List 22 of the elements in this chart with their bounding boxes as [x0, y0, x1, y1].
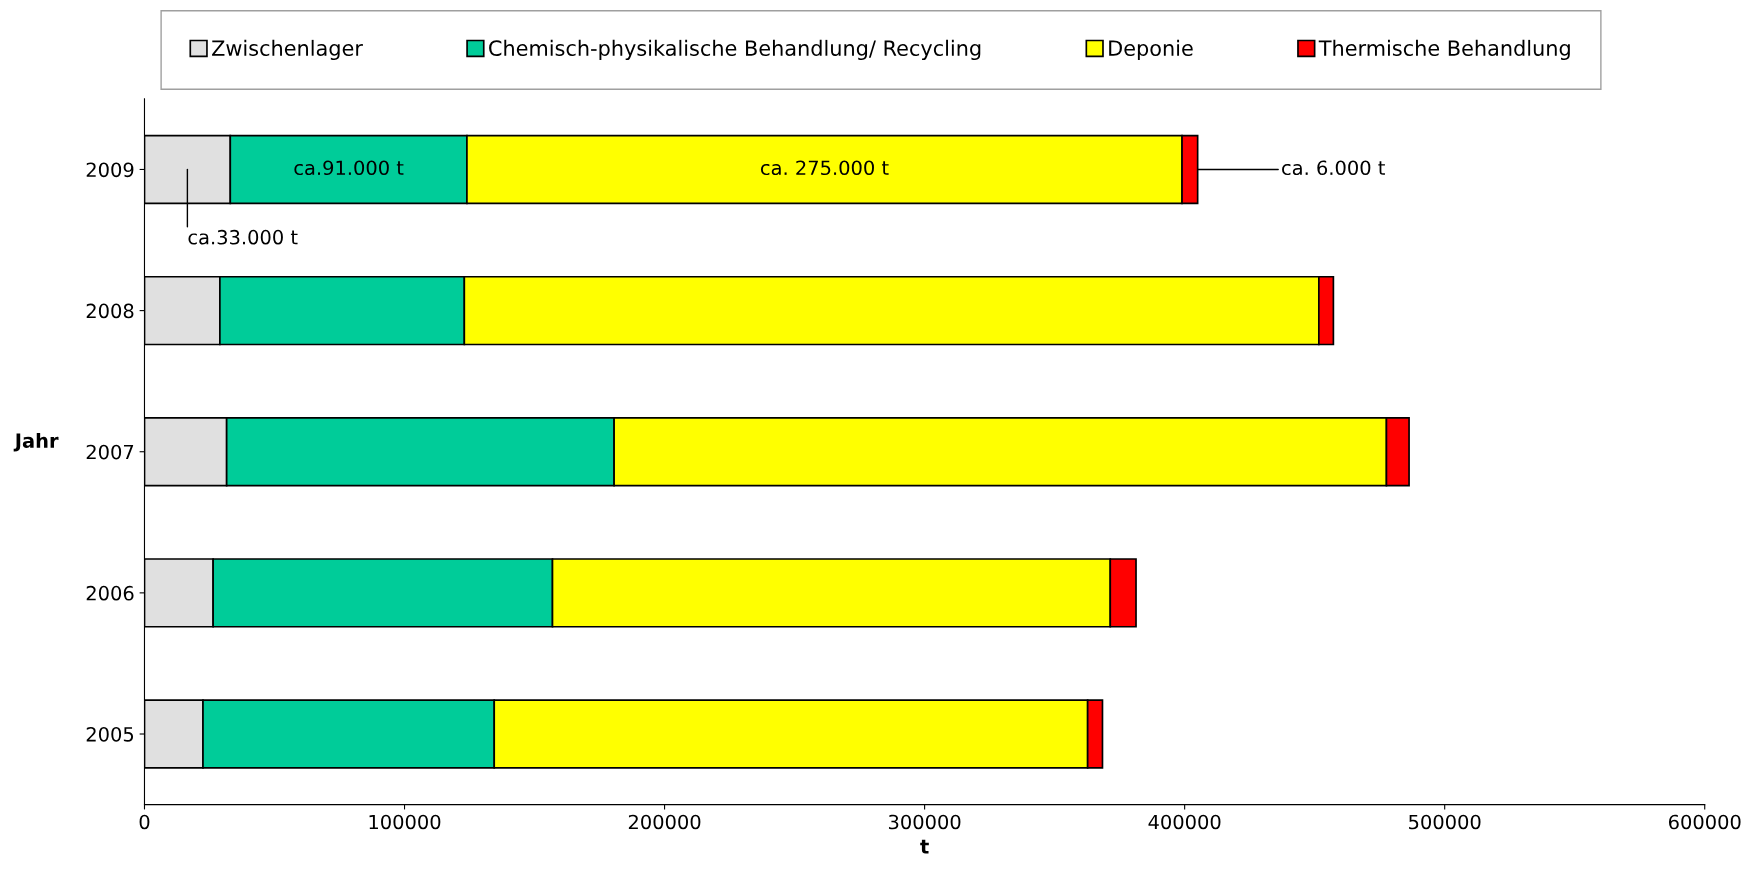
legend-label: Zwischenlager	[212, 39, 363, 61]
x-tick-label: 200000	[628, 814, 701, 830]
x-tick-label: 500000	[1409, 814, 1481, 830]
x-tick-label: 400000	[1148, 814, 1221, 830]
y-tick-label: 2008	[86, 303, 134, 319]
x-tick-label: 600000	[1668, 814, 1741, 830]
legend-label: Thermische Behandlung	[1318, 39, 1570, 61]
annotation: ca. 275.000 t	[760, 160, 889, 176]
legend-label: Chemisch-physikalische Behandlung/ Recycling	[489, 39, 981, 61]
annotation: ca.33.000 t	[188, 229, 298, 245]
x-axis-title: t	[920, 839, 929, 854]
y-tick-label: 2005	[86, 726, 134, 742]
x-tick-label: 0	[139, 814, 150, 830]
y-tick-label: 2009	[86, 162, 134, 178]
y-tick-label: 2006	[86, 585, 134, 601]
x-tick-label: 100000	[369, 814, 441, 830]
y-tick-label: 2007	[86, 444, 134, 460]
x-tick-label: 300000	[888, 814, 961, 830]
annotation: ca. 6.000 t	[1282, 160, 1385, 176]
annotation: ca.91.000 t	[294, 160, 404, 176]
legend-label: Deponie	[1109, 39, 1193, 61]
y-axis-title: Jahr	[13, 432, 59, 452]
